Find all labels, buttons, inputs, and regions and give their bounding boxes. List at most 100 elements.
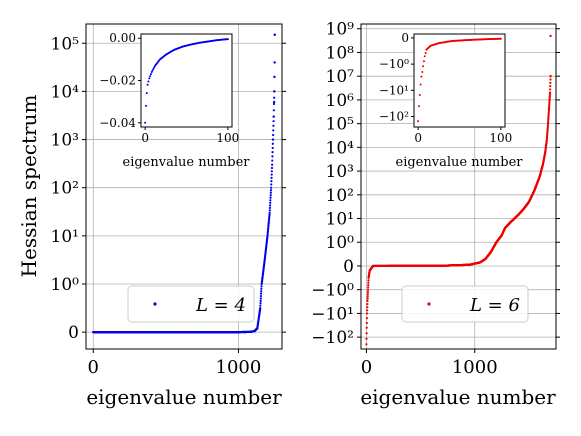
inset-x-tick-label: 0 bbox=[414, 131, 422, 145]
y-tick-label: 10⁰ bbox=[326, 233, 355, 253]
right-inset-x-label: eigenvalue number bbox=[396, 155, 524, 170]
right-legend-label: L = 6 bbox=[469, 295, 520, 316]
data-point bbox=[269, 191, 272, 194]
data-point bbox=[365, 317, 369, 320]
data-point bbox=[269, 189, 273, 192]
data-point bbox=[548, 98, 551, 102]
y-tick-label: 10⁵ bbox=[51, 34, 80, 54]
right-inset: 0 −10⁰ −10¹ −10² 0 100 eigenvalue number bbox=[379, 31, 523, 170]
right-legend: L = 6 bbox=[401, 285, 529, 323]
data-point bbox=[260, 290, 263, 293]
data-point bbox=[269, 194, 272, 197]
data-point bbox=[271, 155, 274, 158]
data-point bbox=[259, 292, 263, 295]
data-point bbox=[270, 176, 273, 179]
x-tick-label: 1000 bbox=[452, 357, 498, 378]
y-tick-label: 10¹ bbox=[326, 210, 354, 230]
y-tick-label: 10⁴ bbox=[326, 138, 355, 158]
data-point bbox=[365, 343, 368, 346]
data-point bbox=[270, 166, 274, 170]
data-point bbox=[366, 293, 369, 296]
left-y-ticks: 0 10⁰ 10¹ 10² 10³ 10⁴ 10⁵ bbox=[51, 34, 286, 343]
data-point bbox=[367, 279, 370, 282]
inset-data-point bbox=[144, 121, 147, 124]
left-inset: 0.00 −0.02 −0.04 0 100 eigenvalue number bbox=[99, 31, 250, 170]
right-legend-marker bbox=[427, 302, 431, 306]
x-tick-label: 1000 bbox=[216, 357, 262, 378]
data-point bbox=[365, 326, 368, 329]
data-point bbox=[272, 102, 276, 106]
right-panel: −10² −10¹ −10⁰ 0 10⁰ 10¹ 10² 10³ 10⁴ 10⁵ 10⁶ 10⁷ 10⁸… bbox=[311, 20, 560, 409]
inset-data-point bbox=[419, 83, 422, 86]
y-axis-label: Hessian spectrum bbox=[17, 95, 41, 278]
data-point bbox=[271, 151, 274, 154]
inset-data-point bbox=[422, 60, 425, 63]
data-point bbox=[272, 109, 275, 112]
data-point bbox=[269, 199, 272, 202]
right-series bbox=[365, 34, 552, 346]
data-point bbox=[273, 90, 276, 93]
data-point bbox=[365, 332, 368, 335]
data-point bbox=[549, 74, 552, 78]
y-tick-label: −10¹ bbox=[311, 304, 354, 324]
data-point bbox=[366, 299, 369, 303]
inset-y-tick-label: −0.02 bbox=[99, 74, 136, 88]
inset-data-point bbox=[226, 38, 229, 41]
data-point bbox=[367, 283, 370, 287]
left-plot-frame bbox=[85, 23, 283, 350]
data-point bbox=[273, 75, 276, 79]
inset-data-point bbox=[422, 65, 425, 68]
inset-y-tick-label: −10¹ bbox=[379, 83, 409, 97]
x-tick-label: 0 bbox=[361, 357, 372, 378]
y-tick-label: −10⁰ bbox=[311, 281, 354, 301]
data-point bbox=[271, 159, 274, 162]
data-point bbox=[273, 96, 276, 99]
inset-data-point bbox=[149, 73, 152, 76]
y-tick-label: 10⁸ bbox=[326, 43, 355, 63]
data-point bbox=[273, 33, 276, 36]
data-point bbox=[366, 297, 369, 300]
data-point bbox=[365, 337, 368, 340]
data-point bbox=[259, 306, 262, 310]
inset-x-tick-label: 100 bbox=[489, 131, 512, 145]
y-tick-label: 10⁰ bbox=[51, 275, 80, 295]
y-tick-label: 10⁴ bbox=[51, 82, 80, 102]
data-point bbox=[259, 302, 262, 305]
x-tick-label: 0 bbox=[88, 357, 99, 378]
left-inset-x-label: eigenvalue number bbox=[123, 155, 251, 170]
inset-data-point bbox=[149, 75, 152, 78]
inset-data-point bbox=[424, 51, 427, 54]
inset-data-point bbox=[152, 67, 155, 70]
data-point bbox=[366, 295, 369, 298]
data-point bbox=[549, 85, 552, 88]
data-point bbox=[270, 186, 273, 189]
data-point bbox=[366, 309, 369, 312]
inset-data-point bbox=[420, 75, 423, 78]
data-point bbox=[259, 297, 262, 300]
data-point bbox=[268, 211, 271, 214]
data-point bbox=[549, 88, 552, 91]
inset-y-tick-label: −10⁰ bbox=[379, 57, 409, 71]
data-point bbox=[268, 209, 271, 212]
left-legend-marker bbox=[153, 302, 157, 306]
y-tick-label: −10² bbox=[311, 328, 354, 348]
y-tick-label: 10³ bbox=[51, 131, 79, 151]
data-point bbox=[272, 129, 275, 132]
data-point bbox=[269, 196, 272, 199]
inset-data-point bbox=[423, 55, 426, 58]
y-tick-label: 10² bbox=[326, 186, 354, 206]
left-legend-box bbox=[127, 285, 255, 323]
inset-data-point bbox=[148, 77, 151, 80]
data-point bbox=[367, 281, 370, 284]
data-point bbox=[365, 312, 369, 315]
inset-y-tick-label: 0.00 bbox=[109, 31, 136, 45]
left-legend-label: L = 4 bbox=[195, 295, 246, 316]
data-point bbox=[366, 288, 370, 291]
y-tick-label: 10² bbox=[51, 179, 79, 199]
inset-data-point bbox=[146, 83, 149, 86]
data-point bbox=[271, 138, 275, 141]
inset-y-tick-label: −10² bbox=[379, 110, 409, 124]
inset-x-tick-label: 0 bbox=[141, 131, 149, 145]
